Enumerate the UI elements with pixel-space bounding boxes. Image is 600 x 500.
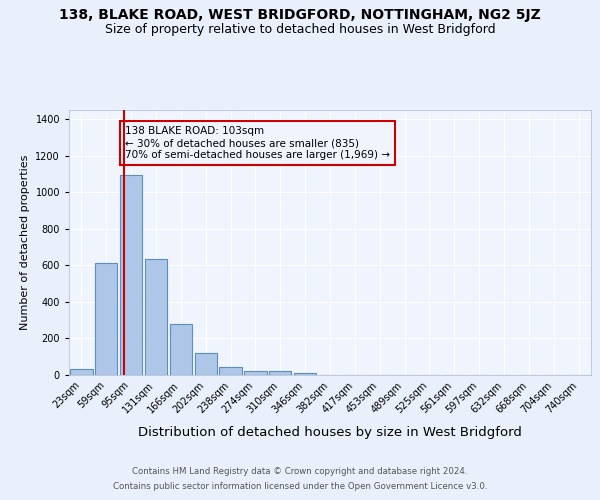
Bar bbox=[145, 259, 167, 375]
X-axis label: Distribution of detached houses by size in West Bridgford: Distribution of detached houses by size … bbox=[138, 426, 522, 439]
Text: Contains HM Land Registry data © Crown copyright and database right 2024.: Contains HM Land Registry data © Crown c… bbox=[132, 467, 468, 476]
Bar bbox=[70, 369, 92, 375]
Y-axis label: Number of detached properties: Number of detached properties bbox=[20, 155, 30, 330]
Bar bbox=[120, 175, 142, 375]
Bar bbox=[194, 354, 217, 375]
Text: 138, BLAKE ROAD, WEST BRIDGFORD, NOTTINGHAM, NG2 5JZ: 138, BLAKE ROAD, WEST BRIDGFORD, NOTTING… bbox=[59, 8, 541, 22]
Bar bbox=[294, 372, 316, 375]
Bar bbox=[244, 371, 266, 375]
Bar bbox=[95, 262, 118, 375]
Bar bbox=[269, 371, 292, 375]
Bar bbox=[170, 324, 192, 375]
Text: 138 BLAKE ROAD: 103sqm
← 30% of detached houses are smaller (835)
70% of semi-de: 138 BLAKE ROAD: 103sqm ← 30% of detached… bbox=[125, 126, 390, 160]
Text: Contains public sector information licensed under the Open Government Licence v3: Contains public sector information licen… bbox=[113, 482, 487, 491]
Bar bbox=[220, 368, 242, 375]
Text: Size of property relative to detached houses in West Bridgford: Size of property relative to detached ho… bbox=[104, 22, 496, 36]
